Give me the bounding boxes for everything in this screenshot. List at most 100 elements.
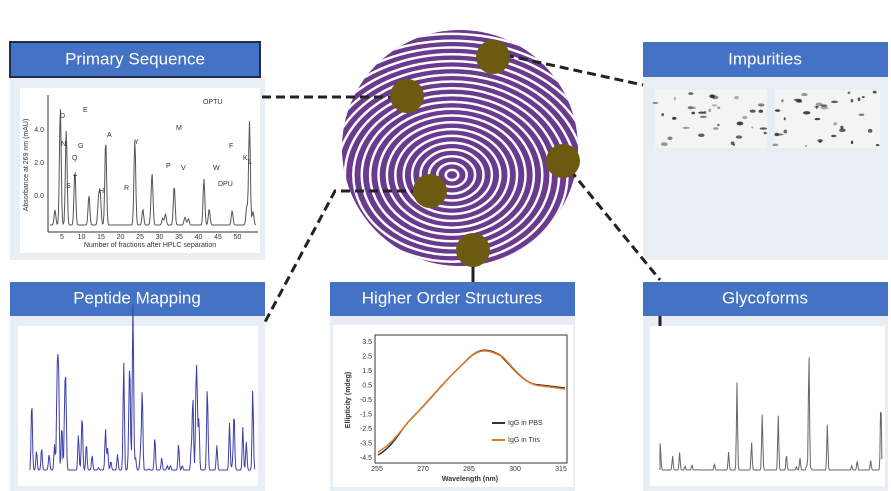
gel-spot [833,122,837,125]
gel-spot [733,144,735,146]
gel-spot [758,103,764,106]
gel-spot [862,96,865,98]
gel-spot [781,99,784,102]
x-tick-label: 45 [214,234,222,241]
gel-spot [667,136,672,140]
legend-entry: IgG in Tris [508,437,540,444]
gel-spot [776,133,784,135]
gel-spot [783,130,787,134]
gel-spot [712,95,719,99]
y-tick-label: 0.0 [34,193,44,200]
gel-spot [868,129,872,133]
peak-label: OPTU [203,99,222,106]
gel-spot [801,93,808,96]
peak-label: W [213,165,220,172]
gel-spot [712,104,717,106]
gel-spot [661,142,668,146]
gel-spot [734,96,739,100]
peak-label: D [60,113,65,120]
x-tick-label: 315 [555,466,567,473]
x-tick-label: 35 [175,234,183,241]
y-tick-label: -3.5 [360,441,372,448]
x-tick-label: 30 [156,234,164,241]
peak-label: T [73,175,78,182]
diagram: Primary Sequence Impurities Peptide Mapp… [0,0,891,491]
gel-spot [873,91,877,94]
y-tick-label: 4.0 [34,127,44,134]
peak-label: P [166,163,171,170]
gel [775,90,880,148]
gel-spot [831,101,838,104]
gel-spot [851,140,853,144]
x-tick-label: 15 [97,234,105,241]
gel-spot [814,118,820,120]
peak-label: R [124,185,129,192]
y-tick-label: 0.5 [362,383,372,390]
gel-spot [831,135,836,138]
panel-title: Primary Sequence [65,49,205,68]
dot [476,40,510,74]
gel-spot [698,133,705,137]
gel-spot [784,117,786,120]
gel-spot [713,127,718,129]
gel-spot [736,135,742,138]
gel-spot [805,145,807,147]
gel-spot [775,109,780,112]
panel-title: Glycoforms [722,288,808,307]
peak-label: G [78,143,83,150]
gel-spot [688,92,693,95]
dot [413,174,447,208]
peak-label: E [83,107,88,114]
gel-spot [717,107,720,109]
gel-spot [717,124,720,127]
x-tick-label: 40 [195,234,203,241]
gel-spot [691,112,694,115]
legend-entry: IgG in PBS [508,420,543,427]
gel-spot [759,110,763,113]
gel-spot [819,141,822,143]
panel-title: Higher Order Structures [362,288,542,307]
gel-spot [876,144,880,146]
gel-spot [674,97,676,101]
peak-label: S [66,183,71,190]
gel-spot [661,113,664,116]
peak-label: A [107,132,112,139]
y-tick-label: -2.5 [360,426,372,433]
gel-spot [859,114,865,117]
gel-spot [708,109,711,112]
x-tick-label: 25 [136,234,144,241]
y-tick-label: -4.5 [360,455,372,462]
chart-image [18,326,258,486]
peak-label: Y [134,139,139,146]
gel-spot [652,102,658,104]
gel-spot [858,97,861,101]
x-tick-label: 50 [234,234,242,241]
gel-spot [700,116,707,118]
peak-label: N [61,141,66,148]
y-tick-label: 2.5 [362,354,372,361]
x-label: Wavelength (nm) [442,476,498,483]
gel-spot [737,122,744,126]
x-tick-label: 255 [371,466,383,473]
y-tick-label: -0.5 [360,397,372,404]
x-tick-label: 5 [60,234,64,241]
x-label: Number of fractions after HPLC separatio… [84,242,216,249]
y-tick-label: 2.0 [34,160,44,167]
gel-spot [851,99,854,103]
gel-spot [803,111,810,114]
peak-label: M [176,125,182,132]
chart-image [20,88,260,253]
dot [456,233,490,267]
dot [546,144,580,178]
gel-spot [703,111,706,114]
peak-label: V [181,165,186,172]
peak-label: Q [72,155,78,162]
y-tick-label: -1.5 [360,412,372,419]
gel-spot [688,106,694,109]
peak-label: L [248,159,252,166]
gel-spot [764,132,767,135]
chart-image [650,326,885,486]
x-tick-label: 10 [78,234,86,241]
peak-label: DPU [218,181,233,188]
x-tick-label: 285 [463,466,475,473]
